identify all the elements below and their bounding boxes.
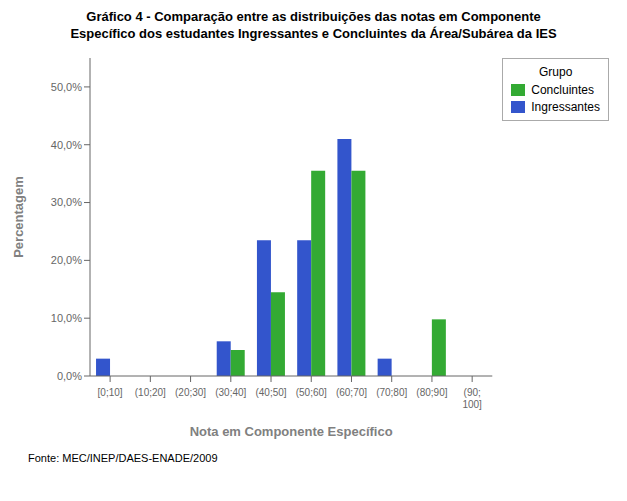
html-text:Fonte: MEC/INEP/DAES-ENADE/200: Fonte: MEC/INEP/DAES-ENADE/2009 xyxy=(28,452,218,464)
svg-text:Nota em Componente Específico: Nota em Componente Específico xyxy=(190,424,393,439)
svg-text:50,0%: 50,0% xyxy=(51,81,82,93)
svg-text:10,0%: 10,0% xyxy=(51,312,82,324)
svg-text:(80;90]: (80;90] xyxy=(416,387,447,398)
svg-text:20,0%: 20,0% xyxy=(51,254,82,266)
svg-text:30,0%: 30,0% xyxy=(51,196,82,208)
svg-text:40,0%: 40,0% xyxy=(51,139,82,151)
svg-text:Percentagem: Percentagem xyxy=(11,176,26,258)
svg-text:(70;80]: (70;80] xyxy=(376,387,407,398)
html-text:Ingressantes: Ingressantes xyxy=(531,100,600,114)
svg-text:(50;60]: (50;60] xyxy=(296,387,327,398)
svg-text:0,0%: 0,0% xyxy=(57,370,82,382)
html-text:Gráfico 4 - Comparação entre a: Gráfico 4 - Comparação entre as distribu… xyxy=(70,9,557,41)
svg-text:(10;20]: (10;20] xyxy=(135,387,166,398)
svg-text:(40;50]: (40;50] xyxy=(255,387,286,398)
svg-text:(90;100]: (90;100] xyxy=(462,387,482,410)
svg-text:(30;40]: (30;40] xyxy=(215,387,246,398)
html-text:Grupo: Grupo xyxy=(539,65,573,79)
svg-text:(60;70]: (60;70] xyxy=(336,387,367,398)
svg-text:[0;10]: [0;10] xyxy=(98,387,123,398)
svg-text:(20;30]: (20;30] xyxy=(175,387,206,398)
html-text:Concluintes: Concluintes xyxy=(531,83,594,97)
